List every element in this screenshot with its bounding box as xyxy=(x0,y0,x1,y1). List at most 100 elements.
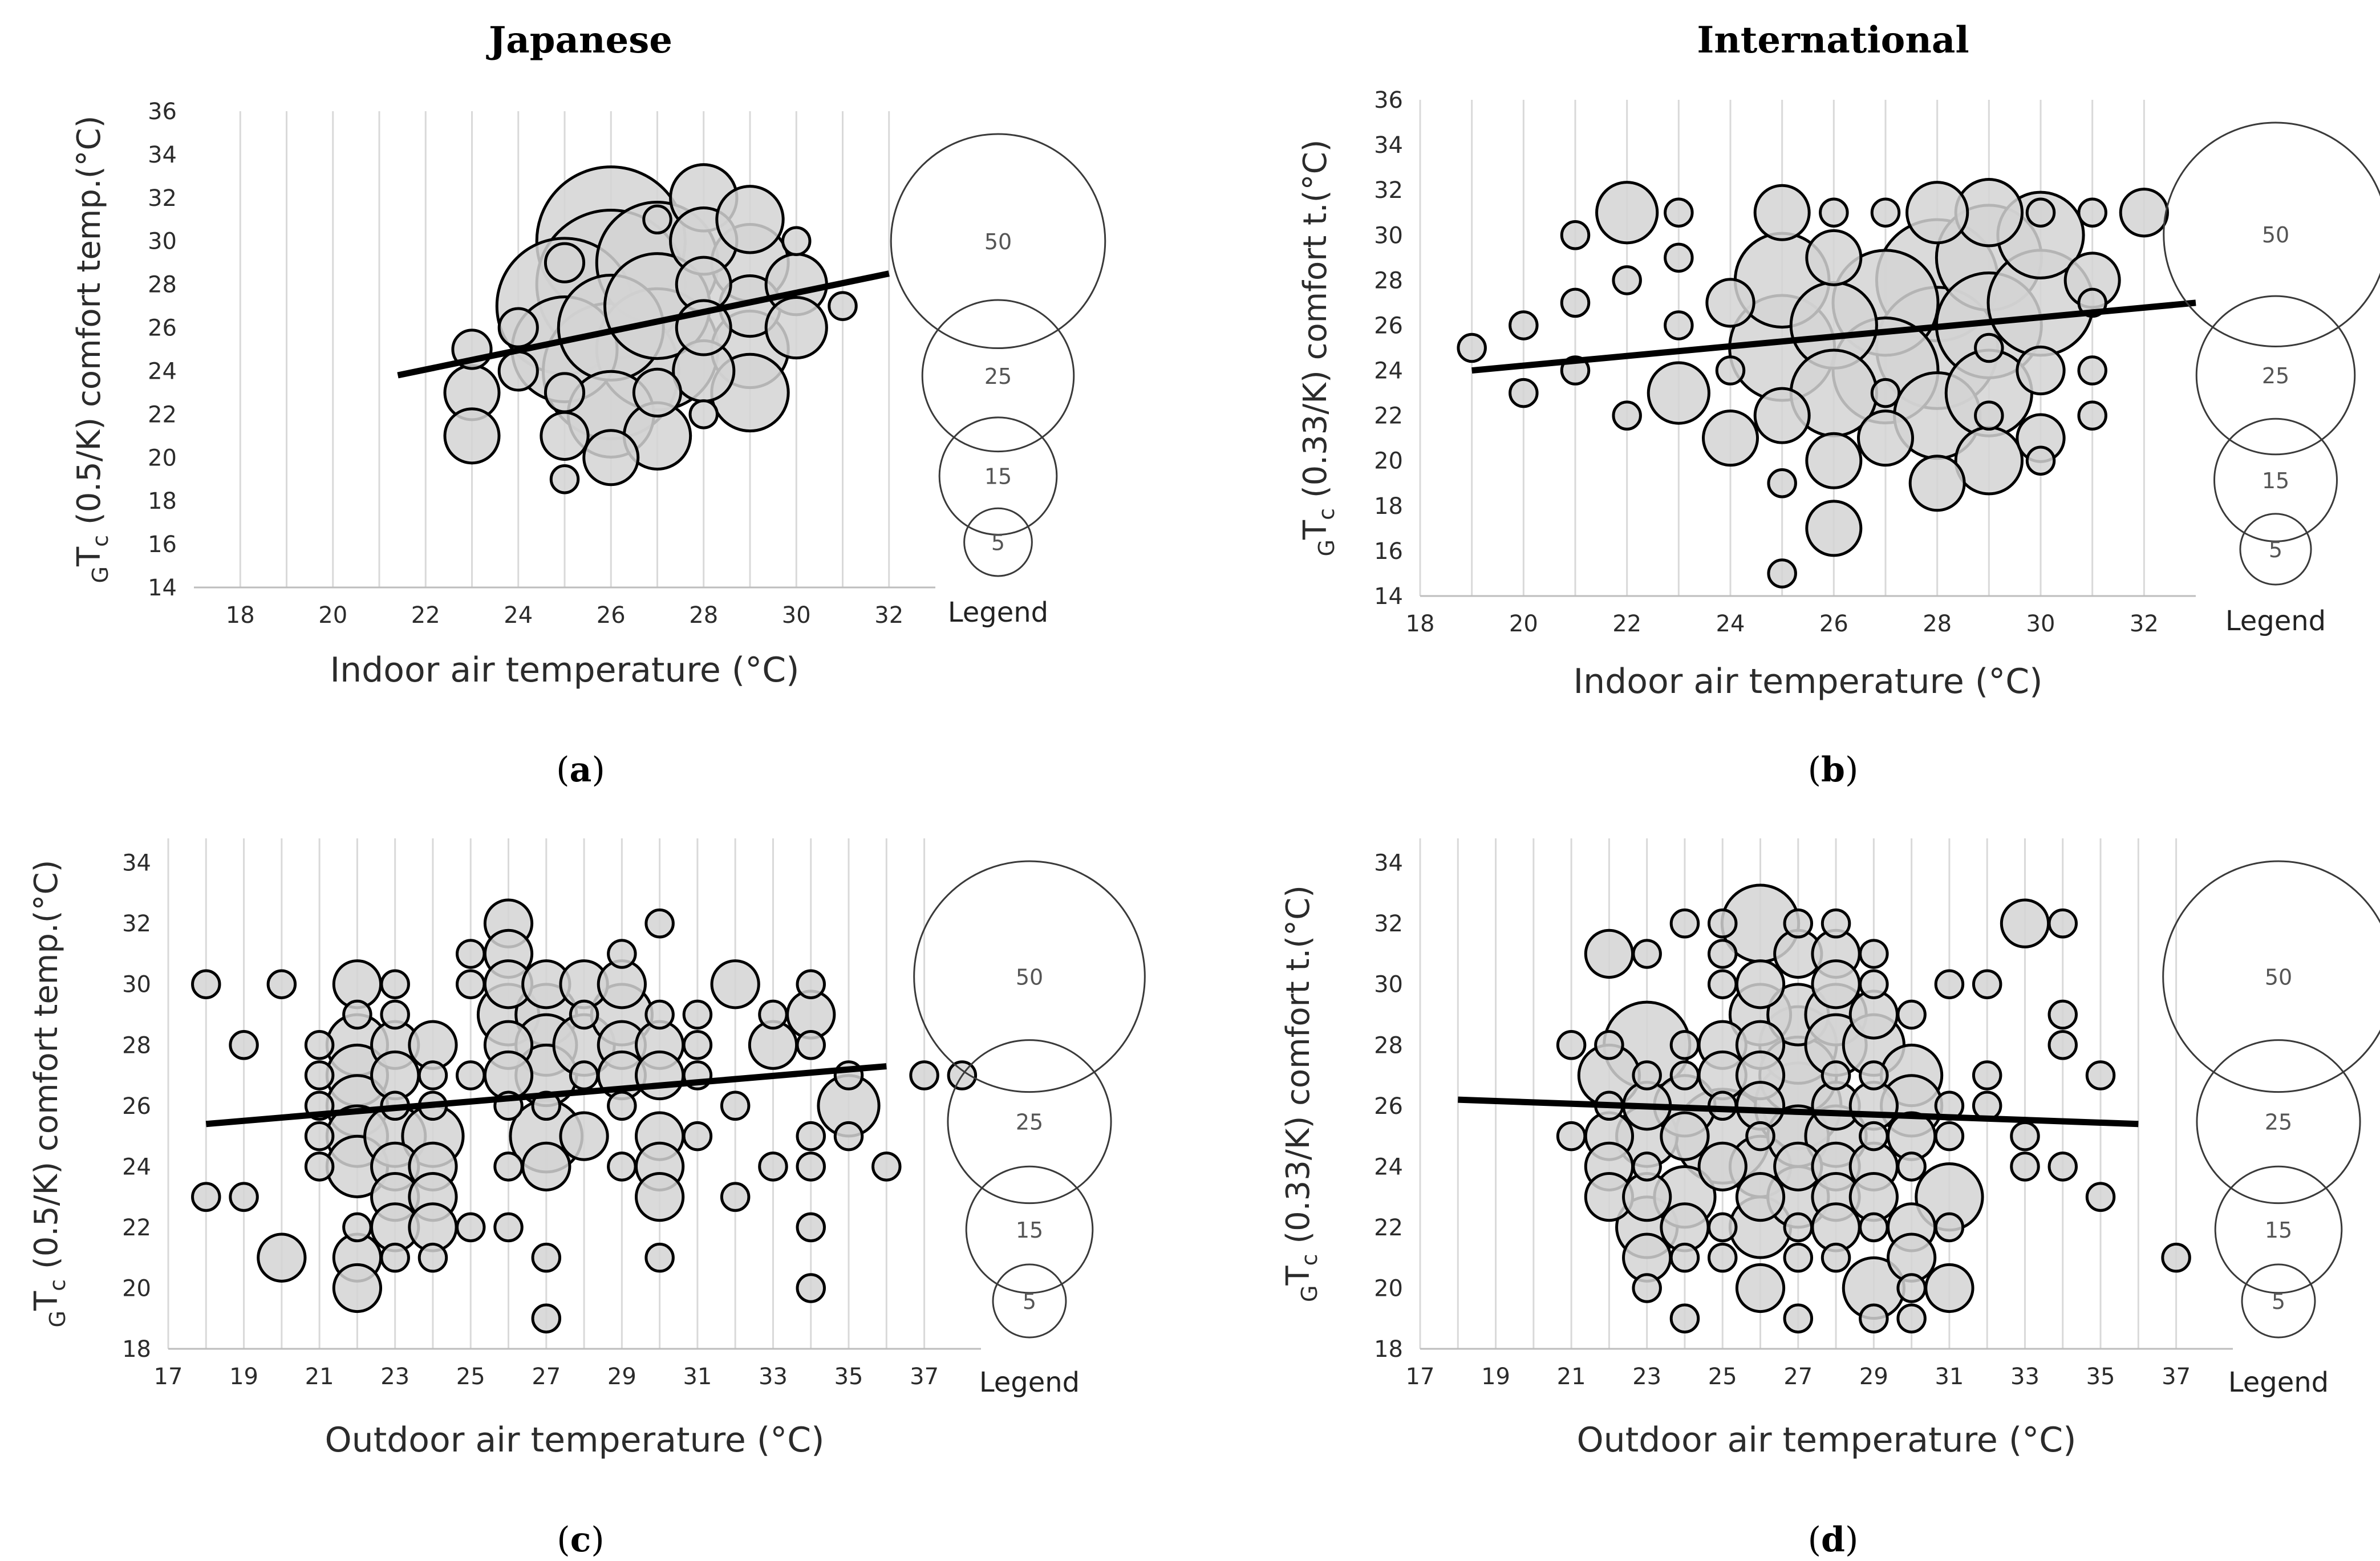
x-tick-label: 25 xyxy=(456,1364,485,1390)
caption-letter: b xyxy=(1821,750,1845,790)
column-title-japanese: Japanese xyxy=(486,19,672,62)
y-tick-label: 28 xyxy=(1374,267,1403,294)
legend-bubble-label: 50 xyxy=(2262,222,2289,248)
data-bubble xyxy=(2077,197,2107,228)
y-tick-label: 18 xyxy=(148,488,177,514)
data-bubble xyxy=(531,1303,562,1333)
legend-bubble-label: 25 xyxy=(984,364,1012,389)
data-bubble xyxy=(828,291,858,321)
data-bubble xyxy=(1934,1212,1965,1243)
bubble-legend: 50 25 15 5 Legend xyxy=(2162,860,2380,1398)
data-bubble xyxy=(1556,1030,1587,1060)
data-bubble xyxy=(1972,969,2002,999)
data-bubble xyxy=(1715,355,1746,386)
data-bubble xyxy=(2085,1182,2116,1212)
y-tick-label: 34 xyxy=(1374,132,1403,159)
x-tick-label: 33 xyxy=(2010,1364,2040,1390)
y-tick-label: 22 xyxy=(1374,1215,1403,1241)
x-tick-label: 27 xyxy=(1783,1364,1813,1390)
y-tick-label: 20 xyxy=(1374,1275,1403,1301)
column-title-international: International xyxy=(1697,19,1969,62)
y-label-sub-left: G xyxy=(1297,1286,1322,1302)
y-label-sub-left: G xyxy=(1314,540,1339,556)
data-bubble xyxy=(569,999,599,1030)
data-bubble xyxy=(796,1212,826,1243)
data-bubble xyxy=(380,1242,410,1273)
data-bubble xyxy=(644,1242,675,1273)
data-bubble xyxy=(781,226,812,256)
data-bubble xyxy=(1632,939,1662,969)
y-axis-label: GTc (0.33/K) comfort t.(°C) xyxy=(1280,885,1322,1302)
chart-panels: 18 20 22 24 26 28 30 32 14 16 18 20 22 24 26 28 30 32 34 36… xyxy=(28,87,2380,1560)
panel-caption: (c) xyxy=(557,1520,604,1560)
chart-panel-d: 17 19 21 23 25 27 29 31 33 35 37 18 20 22 24 26 28 30 32 34… xyxy=(1280,838,2380,1560)
x-tick-label: 19 xyxy=(1481,1364,1510,1390)
data-bubble xyxy=(497,307,539,348)
data-bubble xyxy=(2119,188,2169,238)
x-tick-label: 22 xyxy=(411,602,440,629)
data-bubble xyxy=(1753,184,1811,241)
data-bubble xyxy=(1669,1030,1700,1060)
data-bubble xyxy=(1934,1121,1965,1152)
y-axis-label: GTc (0.5/K) comfort temp.(°C) xyxy=(71,116,113,583)
data-bubble xyxy=(2025,197,2056,228)
x-tick-label: 21 xyxy=(305,1364,334,1390)
y-tick-label: 24 xyxy=(1374,1154,1403,1180)
data-bubble xyxy=(642,204,672,235)
legend-bubble-label: 5 xyxy=(2272,1289,2285,1314)
data-bubble xyxy=(1594,1030,1624,1060)
trend-line xyxy=(397,270,890,379)
data-bubble xyxy=(1509,378,1539,408)
caption-open-paren: ( xyxy=(557,1520,570,1560)
chart-panel-a: 18 20 22 24 26 28 30 32 14 16 18 20 22 24 26 28 30 32 34 36… xyxy=(71,99,1106,790)
x-tick-label: 25 xyxy=(1708,1364,1737,1390)
y-label-sub-right: c xyxy=(45,1279,70,1291)
data-bubble xyxy=(540,411,590,461)
data-bubble xyxy=(1735,1171,1786,1222)
legend-bubble-50 xyxy=(913,860,1146,1093)
trend-line xyxy=(1471,299,2196,374)
legend-bubble-label: 25 xyxy=(1016,1110,1043,1135)
x-tick-label: 26 xyxy=(597,602,626,629)
data-bubble xyxy=(720,1090,751,1121)
data-bubble xyxy=(1805,500,1863,557)
panel-caption: (a) xyxy=(556,750,605,790)
x-tick-label: 17 xyxy=(1406,1364,1435,1390)
data-bubble xyxy=(1632,1152,1662,1182)
data-bubble xyxy=(2016,345,2066,396)
y-label-sub-right: c xyxy=(1297,1254,1322,1266)
y-label-main: T xyxy=(1297,520,1334,540)
data-bubble xyxy=(1767,468,1797,498)
data-bubble xyxy=(304,1152,335,1182)
data-bubble xyxy=(720,1182,751,1212)
caption-close-paren: ) xyxy=(1845,750,1858,790)
legend-bubble-15 xyxy=(2214,1165,2343,1294)
x-tick-label: 22 xyxy=(1612,611,1641,637)
data-bubble xyxy=(1669,908,1700,939)
legend-bubble-5 xyxy=(992,1263,1067,1339)
data-bubble xyxy=(2085,1060,2116,1090)
data-bubble xyxy=(1821,908,1851,939)
y-tick-label: 26 xyxy=(1374,313,1403,339)
data-bubble xyxy=(796,1273,826,1303)
data-bubble xyxy=(796,969,826,999)
data-bubble xyxy=(304,1030,335,1060)
data-bubble xyxy=(2077,400,2107,431)
bubble-legend: 50 25 15 5 Legend xyxy=(890,133,1106,629)
panel-caption: (b) xyxy=(1808,750,1859,790)
data-bubble xyxy=(1707,969,1738,999)
y-label-sub-right: c xyxy=(88,535,113,547)
x-tick-label: 26 xyxy=(1819,611,1848,637)
trend-line xyxy=(205,1063,887,1128)
data-bubble xyxy=(1669,1060,1700,1090)
data-bubble xyxy=(521,1141,571,1191)
data-bubble xyxy=(1859,1303,1889,1333)
data-bubble xyxy=(1647,361,1710,425)
legend-bubble-5 xyxy=(963,507,1033,577)
data-bubble xyxy=(229,1030,259,1060)
data-bubble xyxy=(2047,908,2078,939)
x-tick-label: 31 xyxy=(683,1364,712,1390)
y-tick-label: 22 xyxy=(1374,403,1403,429)
x-axis-label: Indoor air temperature (°C) xyxy=(330,650,799,690)
data-bubble xyxy=(1612,265,1642,295)
